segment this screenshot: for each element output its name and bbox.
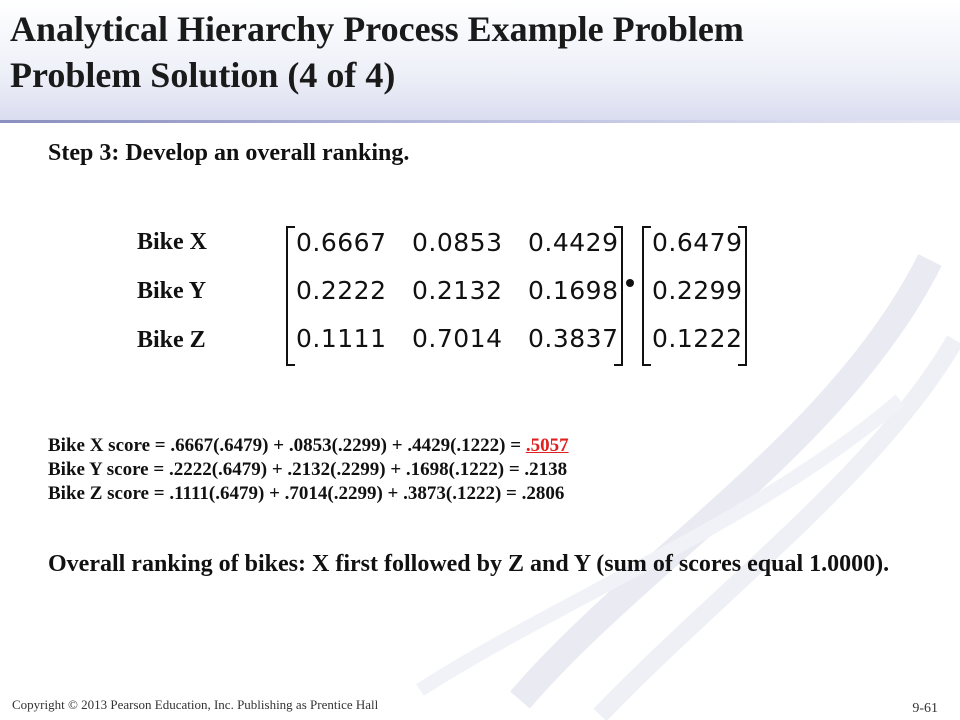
slide-title: Analytical Hierarchy Process Example Pro… xyxy=(10,6,950,98)
vector-cell: 0.2299 xyxy=(652,276,743,305)
score-result: .2138 xyxy=(524,459,568,480)
score-result-highlighted: .5057 xyxy=(525,435,569,456)
copyright-notice: Copyright © 2013 Pearson Education, Inc.… xyxy=(12,697,379,712)
vector-cell: 0.6479 xyxy=(652,228,743,257)
matrix-cell: 0.1698 xyxy=(528,276,619,305)
score-expression: .6667(.6479) + .0853(.2299) + .4429(.122… xyxy=(170,435,526,456)
bike-label: Bike Z xyxy=(137,327,206,353)
score-label: Bike Y score = xyxy=(48,459,169,480)
dot-product-operator xyxy=(626,279,634,287)
matrix-cell: 0.1111 xyxy=(296,324,387,353)
matrix-equation: 0.6667 0.0853 0.4429 0.2222 0.2132 0.169… xyxy=(286,222,756,366)
matrix-cell: 0.2132 xyxy=(412,276,503,305)
matrix-cell: 0.0853 xyxy=(412,228,503,257)
score-line: Bike Z score = .1111(.6479) + .7014(.229… xyxy=(48,482,569,506)
vector-left-bracket xyxy=(642,226,651,366)
vector-cell: 0.1222 xyxy=(652,324,743,353)
score-calculations: Bike X score = .6667(.6479) + .0853(.229… xyxy=(48,434,569,506)
score-line: Bike Y score = .2222(.6479) + .2132(.229… xyxy=(48,458,569,482)
title-line-2: Problem Solution (4 of 4) xyxy=(10,55,396,95)
matrix-left-bracket xyxy=(286,226,295,366)
title-line-1: Analytical Hierarchy Process Example Pro… xyxy=(10,9,744,49)
title-band xyxy=(0,0,960,122)
matrix-cell: 0.6667 xyxy=(296,228,387,257)
score-label: Bike Z score = xyxy=(48,483,170,504)
title-divider xyxy=(0,120,960,123)
bike-labels: Bike X Bike Y Bike Z xyxy=(137,224,207,371)
step-heading: Step 3: Develop an overall ranking. xyxy=(48,140,410,166)
matrix-cell: 0.7014 xyxy=(412,324,503,353)
matrix-cell: 0.4429 xyxy=(528,228,619,257)
score-expression: .1111(.6479) + .7014(.2299) + .3873(.122… xyxy=(169,483,522,504)
matrix-right-bracket xyxy=(614,226,623,366)
score-line: Bike X score = .6667(.6479) + .0853(.229… xyxy=(48,434,569,458)
bike-label: Bike X xyxy=(137,229,208,255)
score-expression: .2222(.6479) + .2132(.2299) + .1698(.122… xyxy=(168,459,525,480)
matrix-cell: 0.2222 xyxy=(296,276,387,305)
page-number: 9-61 xyxy=(912,701,938,716)
matrix-cell: 0.3837 xyxy=(528,324,619,353)
overall-ranking-statement: Overall ranking of bikes: X first follow… xyxy=(48,551,890,577)
score-label: Bike X score = xyxy=(48,435,171,456)
score-result: .2806 xyxy=(521,483,565,504)
vector-right-bracket xyxy=(738,226,747,366)
bike-label: Bike Y xyxy=(137,278,207,304)
